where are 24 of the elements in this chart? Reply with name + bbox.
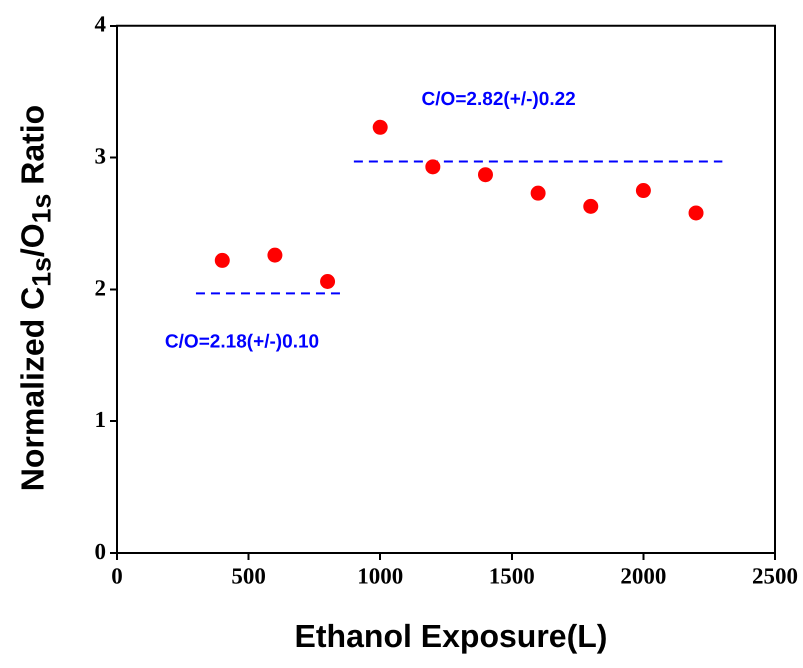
y-tick-label: 4 <box>94 12 106 37</box>
x-tick-label: 2000 <box>620 564 666 589</box>
y-tick-label: 3 <box>94 144 106 169</box>
point <box>583 198 598 214</box>
point <box>320 274 336 289</box>
point <box>425 159 440 174</box>
y-tick-label: 0 <box>94 538 106 564</box>
x-tick-label: 2500 <box>752 564 798 589</box>
point <box>636 183 651 198</box>
point <box>530 186 546 201</box>
point <box>214 252 230 268</box>
x-tick-label: 1500 <box>488 564 535 589</box>
point <box>372 120 388 135</box>
annotation: C/O=2.18(+/-)0.10 <box>164 331 320 352</box>
point <box>267 248 282 263</box>
x-tick-label: 1000 <box>357 564 404 589</box>
x-axis-title: Ethanol Exposure(L) <box>294 618 608 655</box>
y-tick-label: 1 <box>94 407 106 432</box>
point <box>688 205 704 220</box>
annotation: C/O=2.82(+/-)0.22 <box>422 88 576 110</box>
y-tick-label: 2 <box>94 275 106 300</box>
x-tick-label: 500 <box>231 564 266 589</box>
point <box>478 167 493 182</box>
x-tick-label: 0 <box>111 564 123 589</box>
